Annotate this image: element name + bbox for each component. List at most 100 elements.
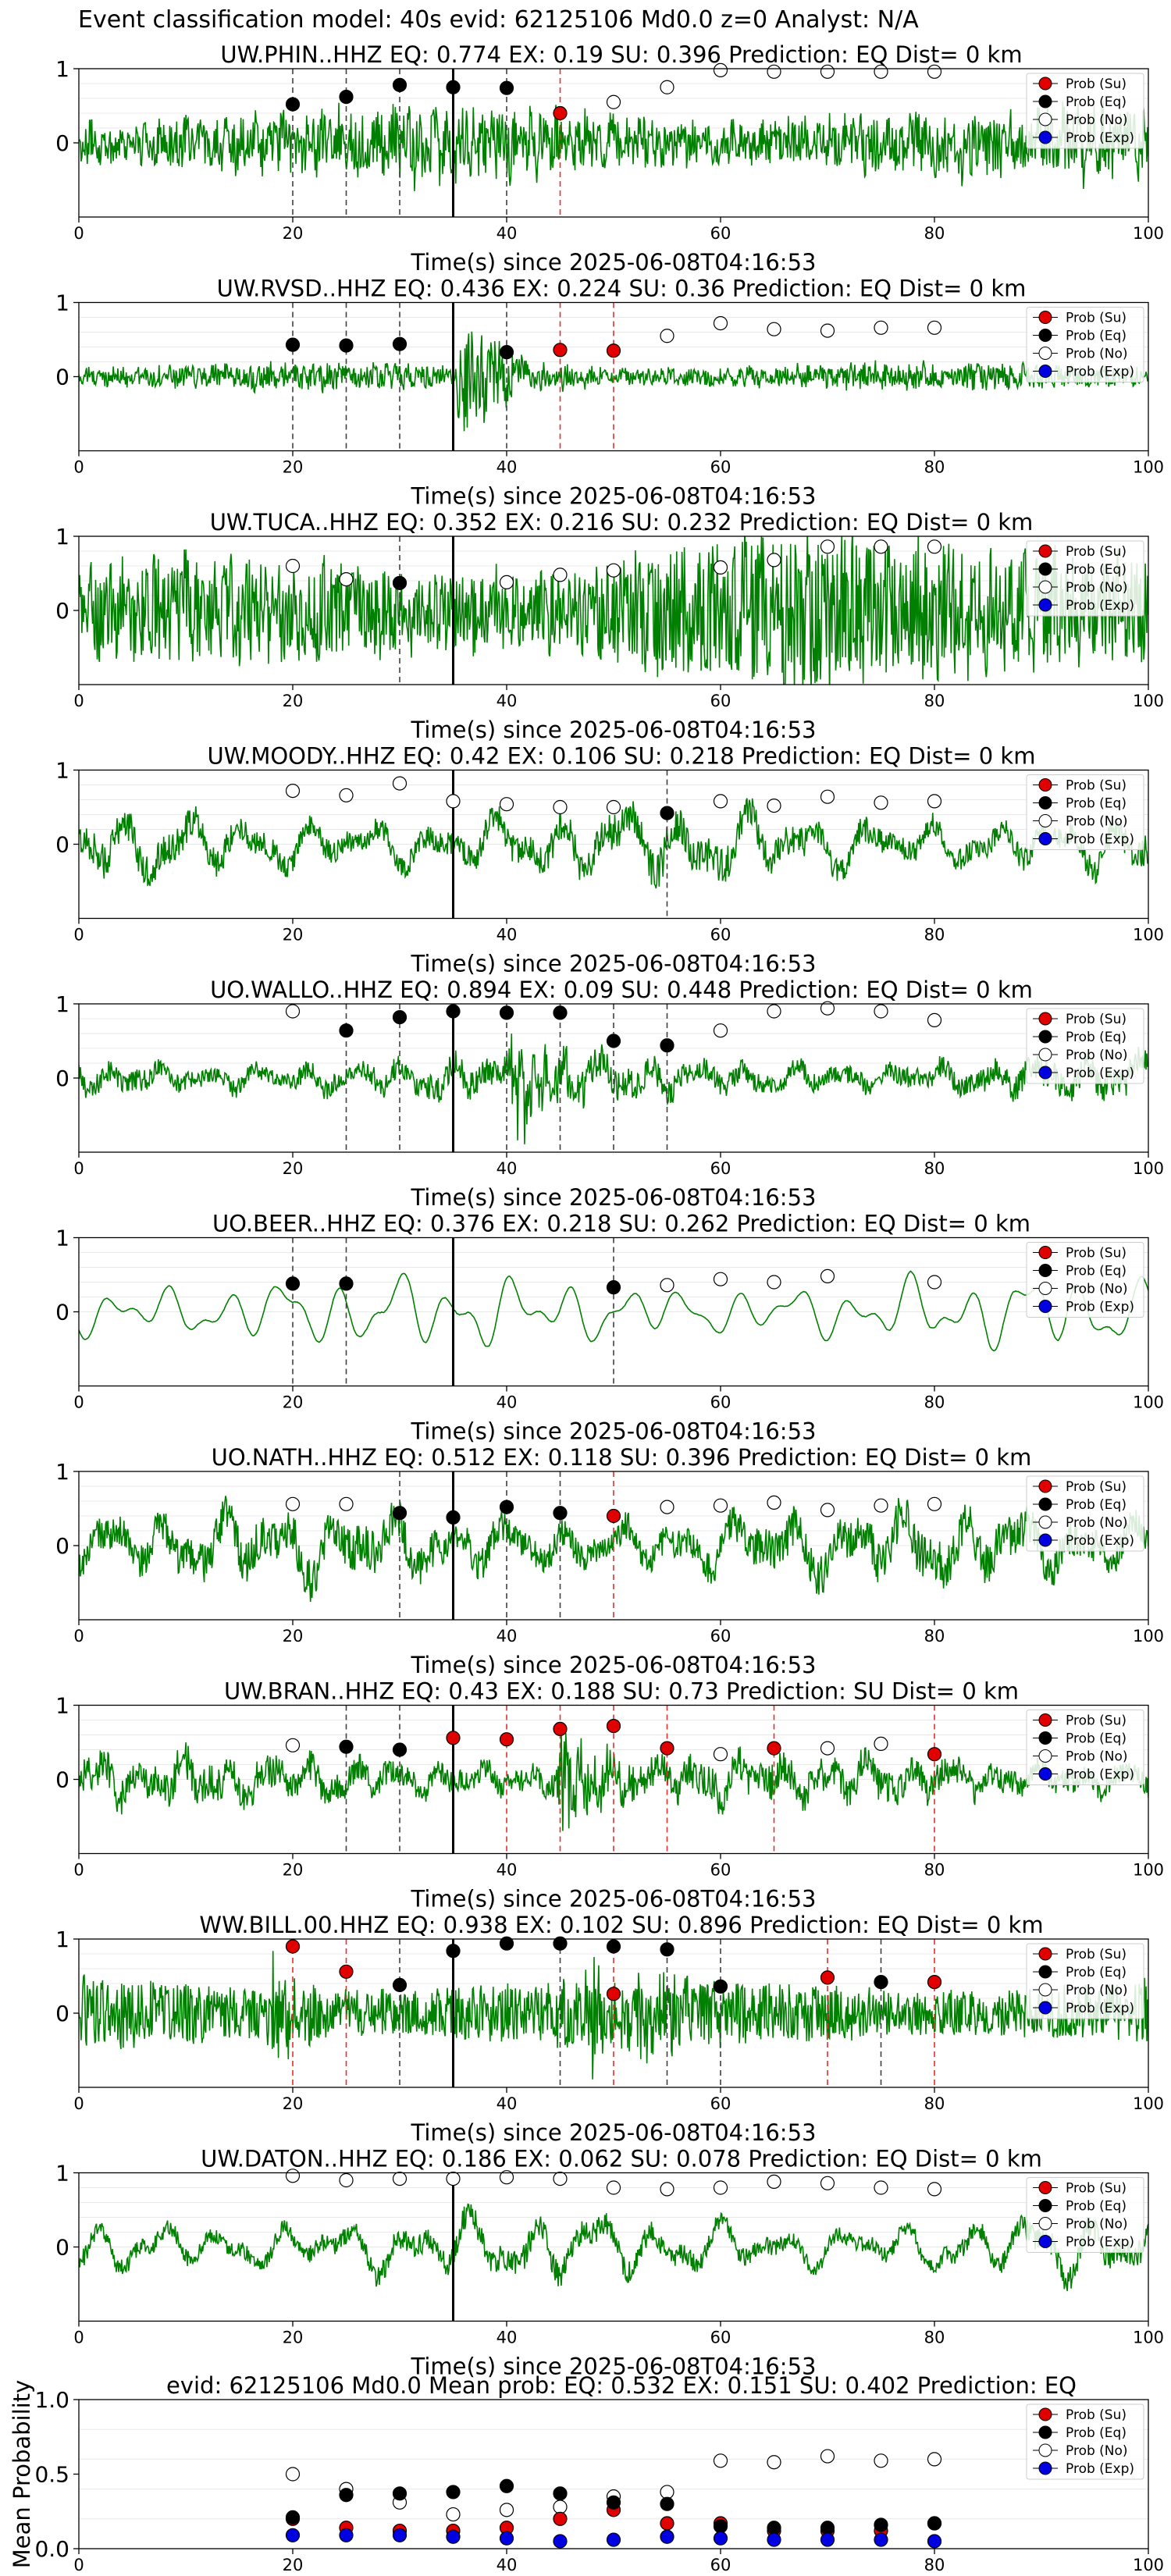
legend-marker [1038,1749,1052,1763]
x-tick-label: 80 [924,1861,945,1880]
subplot-title: UW.TUCA..HHZ EQ: 0.352 EX: 0.216 SU: 0.2… [210,509,1034,535]
prob-marker-eq [499,1936,514,1951]
subplot-4: 0 20 40 60 80 100 0 1 UO.WALLO..HHZ EQ: 0.894 EX… [55,977,1164,1211]
prob-marker-su [446,1731,461,1745]
x-tick-label: 0 [73,1627,84,1646]
prob-marker-eq [499,345,514,360]
legend-label: Prob (Eq) [1066,796,1127,812]
legend-marker [1038,1533,1052,1547]
x-tick-label: 0 [73,2094,84,2113]
legend-label: Prob (No) [1066,112,1128,128]
prob-marker-eq [285,337,301,352]
prob-marker-no [874,1004,888,1019]
subplot-title: UW.MOODY..HHZ EQ: 0.42 EX: 0.106 SU: 0.2… [208,743,1036,770]
y-tick-label: 0 [55,1767,69,1793]
prob-marker-eq [927,2516,942,2531]
prob-marker-eq [339,89,354,105]
legend-marker [1038,2425,1052,2439]
subplot-5: 0 20 40 60 80 100 0 1 UO.BEER..HHZ EQ: 0.376 EX:… [55,1211,1164,1445]
prob-marker-su [660,2516,674,2531]
prob-marker-no [927,2452,942,2467]
legend-label: Prob (No) [1066,1983,1128,1998]
x-tick-label: 20 [283,926,304,945]
prob-marker-exp [927,2534,942,2549]
prob-marker-eq [392,2486,408,2501]
y-tick-label: 0 [55,365,69,390]
legend-marker [1038,1264,1052,1277]
x-tick-label: 0 [73,2556,84,2574]
prob-marker-eq [339,1739,354,1754]
prob-marker-no [339,1496,354,1511]
prob-marker-su [660,1741,674,1756]
prob-marker-no [285,558,301,574]
plot-content [79,536,1148,685]
legend-label: Prob (Su) [1066,2407,1127,2423]
plot-content [79,302,1148,451]
legend-label: Prob (Eq) [1066,2425,1127,2441]
x-tick-label: 100 [1133,224,1164,243]
prob-marker-no [660,80,674,94]
legend-label: Prob (No) [1066,580,1128,596]
x-tick-label: 0 [73,692,84,710]
prob-marker-exp [874,2532,888,2547]
y-tick-label: 1 [55,1226,69,1251]
subplot-8: 0 20 40 60 80 100 0 1 WW.BILL.00.HHZ EQ: 0.938 E… [55,1912,1164,2146]
prob-marker-no [874,795,888,810]
prob-marker-no [606,2180,621,2195]
x-axis-label: Time(s) since 2025-06-08T04:16:53 [411,1418,817,1445]
x-tick-label: 40 [497,224,518,243]
prob-marker-eq [606,1939,621,1954]
legend-label: Prob (No) [1066,2217,1128,2233]
prob-marker-no [285,2467,301,2482]
prob-marker-no [927,1012,942,1028]
y-tick-label: 0 [55,2001,69,2026]
x-tick-label: 80 [924,2556,945,2574]
x-tick-label: 100 [1133,1627,1164,1646]
subplot-6: 0 20 40 60 80 100 0 1 UO.NATH..HHZ EQ: 0.512 EX:… [55,1444,1164,1678]
prob-marker-no [660,329,674,343]
prob-marker-no [927,539,942,554]
legend-box [1026,307,1144,382]
figure-suptitle: Event classification model: 40s evid: 62… [78,6,919,34]
x-axis-label: Time(s) since 2025-06-08T04:16:53 [411,249,817,276]
x-tick-label: 100 [1133,2094,1164,2113]
x-tick-label: 40 [497,2094,518,2113]
x-tick-label: 40 [497,2329,518,2347]
prob-marker-no [713,2180,728,2195]
x-tick-label: 60 [710,224,731,243]
prob-marker-eq [446,1510,461,1525]
legend-marker [1038,1497,1052,1511]
legend-label: Prob (Eq) [1066,1030,1127,1045]
legend-label: Prob (Exp) [1066,1533,1134,1549]
prob-marker-no [553,2500,568,2514]
legend-marker [1038,1515,1052,1529]
prob-marker-eq [606,1034,621,1048]
prob-marker-eq [499,2478,514,2493]
y-tick-label: 0 [55,598,69,624]
legend-label: Prob (Eq) [1066,329,1127,344]
y-axis-label: Mean Probability [9,2380,35,2569]
legend-label: Prob (Eq) [1066,2199,1127,2215]
prob-marker-no [285,783,301,799]
legend-marker [1038,1246,1052,1259]
x-tick-label: 100 [1133,692,1164,710]
prob-marker-su [285,1939,301,1954]
x-tick-label: 20 [283,1627,304,1646]
prob-marker-eq [446,1004,461,1019]
prob-marker-eq [339,1276,354,1291]
x-tick-label: 0 [73,926,84,945]
prob-marker-eq [499,1005,514,1020]
legend-label: Prob (Eq) [1066,1731,1127,1747]
x-tick-label: 0 [73,458,84,477]
prob-marker-no [927,1496,942,1511]
prob-marker-eq [285,2510,301,2524]
legend-marker [1038,347,1052,360]
prob-marker-no [874,320,888,335]
prob-marker-no [713,794,728,809]
prob-marker-no [874,1498,888,1513]
x-tick-label: 80 [924,2329,945,2347]
prob-marker-no [767,1275,781,1290]
prob-marker-no [499,2503,514,2517]
